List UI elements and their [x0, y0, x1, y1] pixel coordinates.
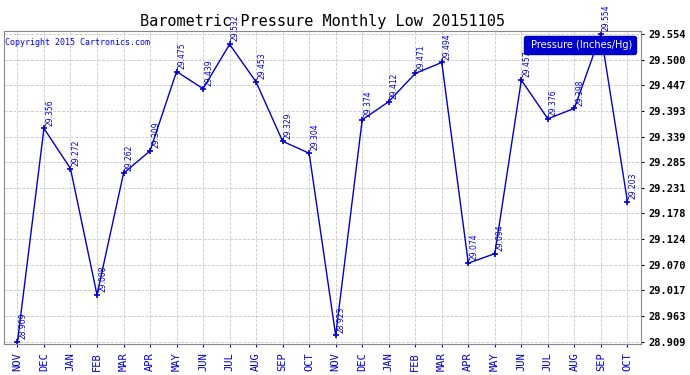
Text: 29.439: 29.439 — [204, 59, 213, 86]
Text: 29.475: 29.475 — [177, 42, 186, 69]
Text: 29.074: 29.074 — [469, 234, 478, 260]
Text: 29.532: 29.532 — [230, 15, 239, 42]
Text: 29.262: 29.262 — [125, 144, 134, 171]
Title: Barometric Pressure Monthly Low 20151105: Barometric Pressure Monthly Low 20151105 — [140, 14, 505, 29]
Text: 28.909: 28.909 — [19, 313, 28, 339]
Text: 28.923: 28.923 — [337, 306, 346, 333]
Text: 29.376: 29.376 — [549, 89, 558, 116]
Text: 29.094: 29.094 — [496, 224, 505, 251]
Text: 29.412: 29.412 — [390, 72, 399, 99]
Text: 29.272: 29.272 — [72, 140, 81, 166]
Text: 29.457: 29.457 — [522, 51, 531, 77]
Text: 29.008: 29.008 — [98, 266, 107, 292]
Text: 29.453: 29.453 — [257, 53, 266, 79]
Text: 29.203: 29.203 — [629, 172, 638, 199]
Legend: Pressure (Inches/Hg): Pressure (Inches/Hg) — [524, 36, 635, 54]
Text: 29.356: 29.356 — [45, 99, 54, 126]
Text: 29.309: 29.309 — [151, 122, 160, 148]
Text: 29.304: 29.304 — [310, 124, 319, 150]
Text: 29.494: 29.494 — [443, 33, 452, 60]
Text: 29.398: 29.398 — [575, 79, 584, 105]
Text: 29.329: 29.329 — [284, 112, 293, 138]
Text: 29.554: 29.554 — [602, 4, 611, 31]
Text: 29.471: 29.471 — [416, 44, 425, 70]
Text: 29.374: 29.374 — [363, 90, 373, 117]
Text: Copyright 2015 Cartronics.com: Copyright 2015 Cartronics.com — [6, 38, 150, 46]
